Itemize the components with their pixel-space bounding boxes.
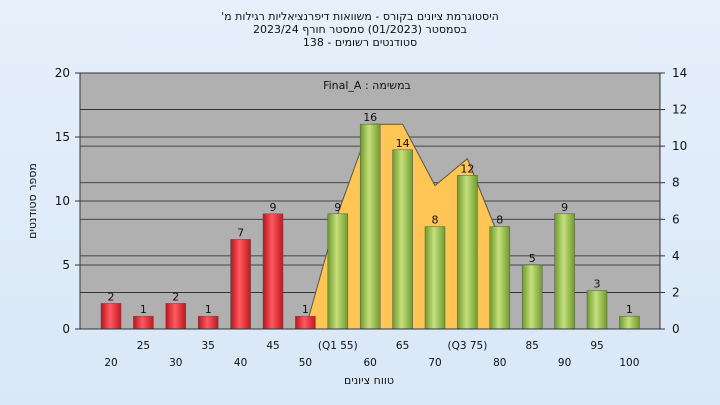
- bar-95: [586, 290, 608, 330]
- data-label-25: 1: [140, 303, 147, 316]
- chart-title-line-2: בסמסטר (01/2023) סמסטר חורף 2023/24: [253, 23, 467, 36]
- data-label-40: 7: [237, 226, 244, 239]
- y2-tick-label-8: 8: [672, 176, 680, 190]
- x-tick-label-lower-7: 90: [558, 357, 571, 369]
- y2-tick-label-2: 2: [672, 285, 680, 299]
- x-tick-label-upper-2: 45: [266, 340, 279, 352]
- y-tick-label-0: 0: [62, 322, 70, 336]
- y2-tick-label-0: 0: [672, 322, 680, 336]
- data-label-55: 9: [334, 201, 341, 214]
- data-label-35: 1: [205, 303, 212, 316]
- x-tick-label-upper-4: 65: [396, 340, 409, 352]
- y-tick-label-10: 10: [55, 194, 70, 208]
- y-axis-ticks: 0 5 10 15 20: [55, 66, 80, 336]
- bar-60: [359, 123, 381, 330]
- x-tick-label-lower-5: 70: [428, 357, 441, 369]
- x-tick-label-upper-7: 95: [590, 340, 603, 352]
- y2-tick-label-4: 4: [672, 249, 680, 263]
- x-tick-label-upper-6: 85: [526, 340, 539, 352]
- bar-80: [489, 226, 511, 330]
- x-tick-label-upper-1: 35: [202, 340, 215, 352]
- data-label-85: 5: [529, 252, 536, 265]
- data-label-100: 1: [626, 303, 633, 316]
- y2-tick-label-14: 14: [672, 66, 687, 80]
- data-label-90: 9: [561, 201, 568, 214]
- x-tick-label-lower-1: 30: [169, 357, 182, 369]
- data-label-50: 1: [302, 303, 309, 316]
- y2-axis-ticks: 0 2 4 6 8 10 12 14: [660, 66, 687, 336]
- bar-65: [392, 149, 413, 330]
- x-axis-title: טווח ציונים: [344, 374, 394, 387]
- data-label-75: 12: [460, 162, 474, 175]
- bar-40: [230, 239, 251, 330]
- overlay-label: במשימה : Final_A: [323, 79, 411, 92]
- y-tick-label-5: 5: [62, 258, 70, 272]
- y2-tick-label-12: 12: [672, 103, 687, 117]
- bar-20: [100, 303, 122, 330]
- bar-75: [457, 175, 478, 330]
- data-label-80: 8: [496, 214, 503, 227]
- data-label-20: 2: [108, 290, 115, 303]
- data-label-65: 14: [396, 137, 410, 150]
- y-tick-label-15: 15: [55, 130, 70, 144]
- x-tick-label-lower-0: 20: [104, 357, 117, 369]
- x-tick-label-lower-3: 50: [299, 357, 312, 369]
- x-tick-label-lower-4: 60: [364, 357, 377, 369]
- bar-90: [554, 213, 575, 330]
- bar-30: [165, 303, 187, 330]
- x-tick-label-lower-8: 100: [619, 357, 639, 369]
- y-tick-label-20: 20: [55, 66, 70, 80]
- x-tick-label-upper-0: 25: [137, 340, 150, 352]
- bar-100: [619, 315, 640, 330]
- y2-tick-label-10: 10: [672, 139, 687, 153]
- y-axis-title: מספר סטודנטים: [26, 163, 39, 239]
- data-label-30: 2: [172, 290, 179, 303]
- x-tick-label-upper-5: (Q3 75): [447, 340, 487, 352]
- x-axis-ticks: 25 35 45 (Q1 55) 65 (Q3 75) 85 95 20 30 40 50 60 70 80…: [104, 340, 639, 369]
- bar-45: [262, 213, 284, 330]
- x-tick-label-lower-6: 80: [493, 357, 506, 369]
- bar-70: [424, 226, 446, 330]
- data-label-60: 16: [363, 111, 377, 124]
- y2-tick-label-6: 6: [672, 212, 680, 226]
- data-label-95: 3: [594, 278, 601, 291]
- bars-group: [100, 123, 640, 330]
- x-tick-label-upper-3: (Q1 55): [318, 340, 358, 352]
- bar-85: [521, 264, 543, 330]
- bar-55: [327, 213, 349, 330]
- chart-title-line-1: היסטוגרמת ציונים בקורס - משוואות דיפרנצי…: [221, 10, 499, 23]
- x-tick-label-lower-2: 40: [234, 357, 247, 369]
- data-label-70: 8: [432, 214, 439, 227]
- chart-title-line-3: סטודנטים רשומים - 138: [303, 36, 417, 49]
- data-label-45: 9: [270, 201, 277, 214]
- bar-50: [295, 315, 316, 330]
- bar-35: [197, 315, 219, 330]
- bar-25: [133, 315, 154, 330]
